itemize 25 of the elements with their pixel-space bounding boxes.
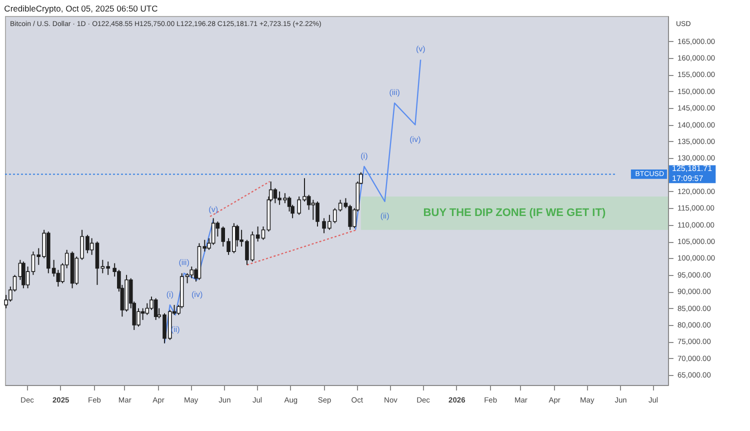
candlestick — [154, 298, 158, 320]
candlestick — [261, 226, 266, 240]
annotation: (v) — [416, 44, 426, 54]
candlestick — [211, 218, 216, 246]
annotation: (i) — [360, 151, 368, 160]
candlestick — [190, 266, 194, 279]
annotation: (iii) — [389, 88, 400, 98]
candlestick — [316, 201, 320, 228]
candlestick — [273, 188, 278, 204]
annotation: (i) — [166, 290, 174, 299]
text: 125,181.71 — [672, 164, 713, 174]
annotation: (iv) — [410, 134, 422, 144]
annotation: (iv) — [192, 290, 203, 299]
chart-title: CredibleCrypto, Oct 05, 2025 06:50 UTC — [4, 4, 158, 14]
candlestick — [90, 238, 94, 256]
line-series — [354, 59, 422, 230]
annotation: (ii) — [380, 212, 390, 220]
annotation: (iii) — [178, 258, 190, 268]
band-label: BUY THE DIP ZONE (IF WE GET IT) — [423, 207, 606, 220]
text: 17:09:57 — [672, 174, 704, 184]
candlestick — [306, 194, 311, 210]
candlestick — [22, 261, 26, 289]
candlestick — [202, 239, 207, 252]
candlestick — [26, 266, 30, 289]
annotation: (v) — [208, 204, 218, 214]
